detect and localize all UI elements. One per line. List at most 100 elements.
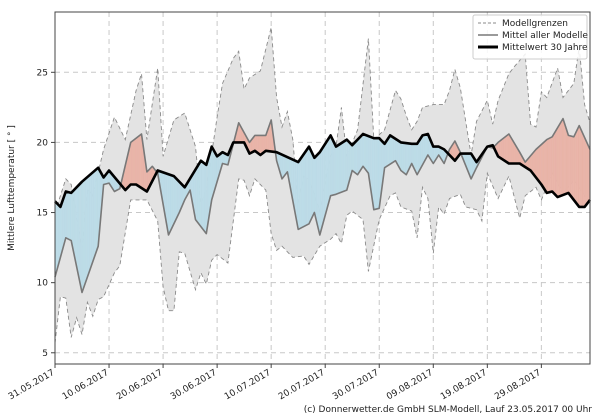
below-normal-fill: [95, 168, 98, 254]
below-normal-fill: [79, 182, 81, 287]
below-normal-fill: [303, 151, 306, 227]
below-normal-fill: [304, 150, 307, 227]
below-normal-fill: [419, 137, 422, 170]
below-normal-fill: [168, 173, 170, 236]
below-normal-fill: [392, 136, 395, 163]
below-normal-fill: [337, 144, 339, 195]
above-normal-fill: [130, 141, 133, 185]
below-normal-fill: [96, 167, 99, 251]
below-normal-fill: [377, 138, 380, 209]
above-normal-fill: [549, 137, 551, 193]
above-normal-fill: [131, 140, 134, 185]
below-normal-fill: [199, 160, 202, 228]
below-normal-fill: [65, 191, 68, 239]
below-normal-fill: [343, 140, 346, 192]
above-normal-fill: [574, 131, 577, 204]
above-normal-fill: [562, 118, 565, 196]
below-normal-fill: [361, 133, 364, 169]
above-normal-fill: [553, 131, 556, 195]
below-normal-fill: [173, 175, 176, 224]
above-normal-fill: [537, 146, 539, 182]
below-normal-fill: [356, 139, 358, 175]
legend-label-range: Modellgrenzen: [502, 19, 568, 29]
above-normal-fill: [535, 147, 538, 180]
below-normal-fill: [94, 169, 96, 258]
x-tick-label: 10.07.2017: [223, 368, 273, 402]
below-normal-fill: [71, 191, 73, 248]
above-normal-fill: [556, 127, 558, 198]
y-tick-label: 15: [37, 209, 48, 219]
below-normal-fill: [416, 141, 419, 175]
below-normal-fill: [393, 137, 396, 162]
below-normal-fill: [326, 139, 329, 211]
below-normal-fill: [60, 203, 62, 258]
below-normal-fill: [339, 142, 342, 193]
below-normal-fill: [314, 156, 316, 219]
above-normal-fill: [499, 140, 501, 159]
below-normal-fill: [75, 186, 77, 267]
above-normal-fill: [510, 135, 512, 164]
below-normal-fill: [57, 203, 60, 268]
above-normal-fill: [587, 143, 589, 204]
below-normal-fill: [200, 160, 203, 229]
below-normal-fill: [352, 143, 354, 172]
above-normal-fill: [500, 138, 503, 160]
below-normal-fill: [310, 149, 312, 222]
below-normal-fill: [399, 141, 402, 171]
below-normal-fill: [335, 145, 338, 195]
x-tick-label: 29.08.2017: [493, 368, 543, 402]
y-axis-label: Mittlere Lufttemperatur [ ° ]: [7, 125, 17, 251]
above-normal-fill: [534, 149, 537, 178]
above-normal-fill: [543, 140, 546, 192]
below-normal-fill: [92, 170, 95, 262]
above-normal-fill: [564, 122, 566, 195]
above-normal-fill: [254, 135, 257, 153]
below-normal-fill: [389, 135, 392, 165]
below-normal-fill: [285, 156, 288, 175]
below-normal-fill: [396, 139, 399, 166]
above-normal-fill: [573, 133, 576, 203]
above-normal-fill: [545, 139, 547, 194]
below-normal-fill: [195, 166, 198, 222]
below-normal-fill: [203, 162, 206, 233]
above-normal-fill: [502, 137, 504, 161]
below-normal-fill: [365, 134, 368, 172]
below-normal-fill: [311, 152, 314, 219]
above-normal-fill: [547, 137, 550, 193]
below-normal-fill: [316, 153, 319, 230]
below-normal-fill: [56, 202, 58, 273]
above-normal-fill: [504, 135, 507, 162]
above-normal-fill: [542, 141, 545, 190]
below-normal-fill: [387, 137, 389, 167]
above-normal-fill: [569, 135, 572, 197]
x-tick-label: 09.08.2017: [385, 368, 435, 402]
lower-bound-line: [54, 171, 591, 344]
above-normal-fill: [581, 131, 584, 208]
x-tick-label: 31.05.2017: [7, 368, 57, 402]
below-normal-fill: [407, 143, 410, 172]
below-normal-fill: [204, 163, 207, 235]
below-normal-fill: [169, 174, 172, 233]
below-normal-fill: [364, 134, 366, 171]
below-normal-fill: [334, 143, 337, 195]
above-normal-fill: [507, 133, 510, 164]
above-normal-fill: [565, 126, 568, 195]
above-normal-fill: [135, 136, 138, 186]
below-normal-fill: [330, 135, 333, 196]
below-normal-fill: [299, 157, 302, 229]
below-normal-fill: [88, 174, 91, 274]
above-normal-fill: [261, 135, 264, 155]
climate-mean-line: [54, 132, 592, 209]
below-normal-fill: [211, 146, 214, 200]
below-normal-fill: [91, 172, 93, 266]
below-normal-fill: [318, 151, 320, 236]
below-normal-fill: [420, 134, 423, 168]
below-normal-fill: [87, 175, 89, 278]
above-normal-fill: [576, 128, 578, 206]
above-normal-fill: [258, 135, 261, 156]
above-normal-fill: [577, 125, 580, 208]
below-normal-fill: [84, 177, 87, 285]
copyright-credit: (c) Donnerwetter.de GmbH SLM-Modell, Lau…: [303, 405, 592, 415]
x-tick-label: 30.06.2017: [169, 368, 219, 402]
below-normal-fill: [327, 137, 330, 206]
